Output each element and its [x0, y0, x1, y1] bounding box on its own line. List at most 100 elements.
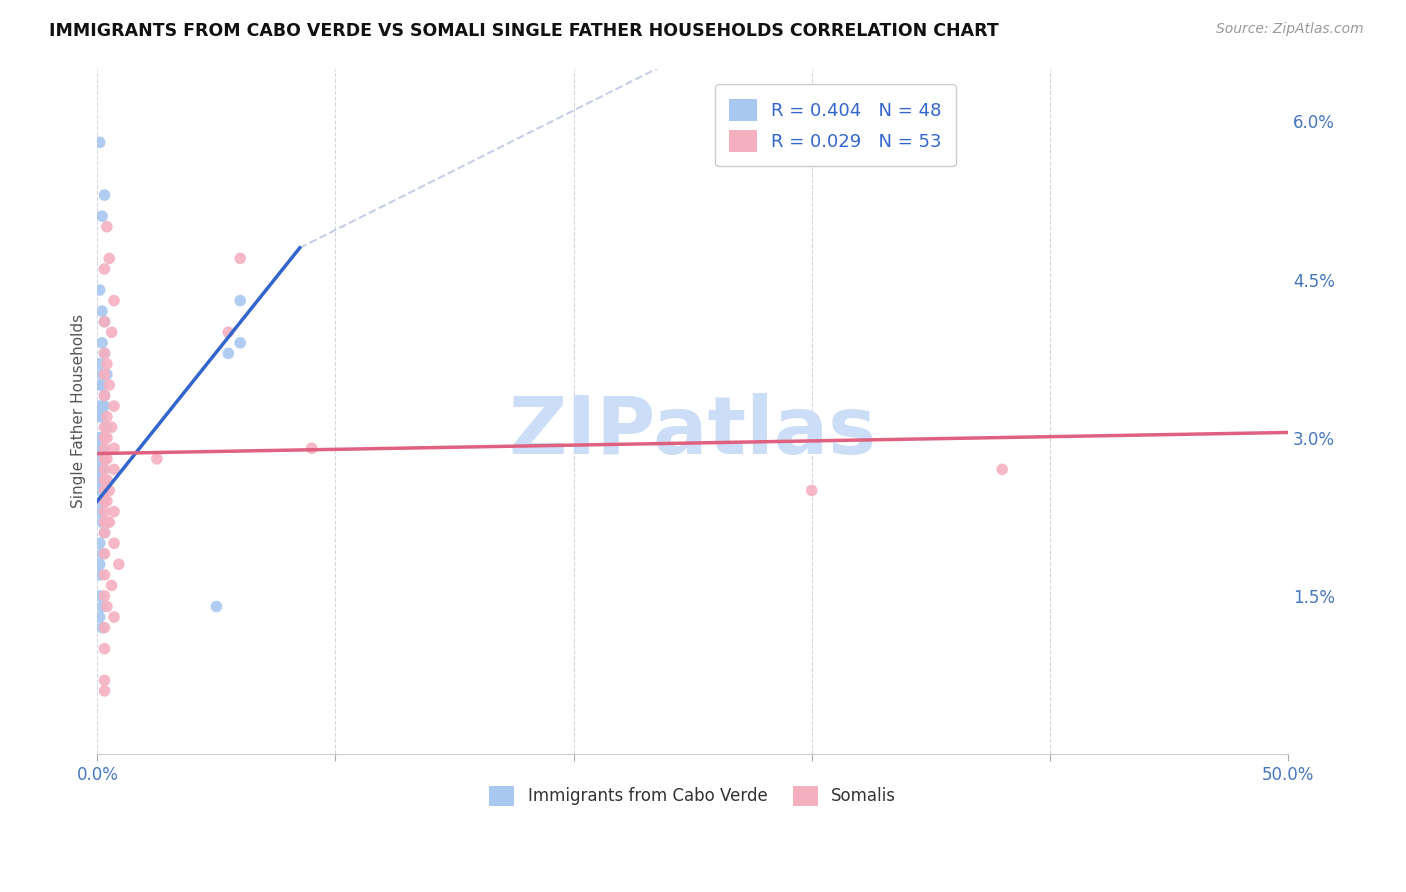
Point [89, 483, 111, 498]
Point [93, 420, 115, 434]
Point [93, 525, 115, 540]
Point [96, 599, 118, 614]
Point [103, 442, 125, 456]
Point [89, 473, 111, 487]
Point [100, 325, 122, 339]
Point [103, 399, 125, 413]
Point [89, 431, 111, 445]
Point [89, 505, 111, 519]
Point [93, 505, 115, 519]
Point [93, 621, 115, 635]
Text: Source: ZipAtlas.com: Source: ZipAtlas.com [1216, 22, 1364, 37]
Point [103, 505, 125, 519]
Point [89, 409, 111, 424]
Point [93, 684, 115, 698]
Point [96, 368, 118, 382]
Point [96, 357, 118, 371]
Point [89, 558, 111, 572]
Point [93, 473, 115, 487]
Point [89, 442, 111, 456]
Point [91, 209, 114, 223]
Point [100, 420, 122, 434]
Point [89, 567, 111, 582]
Point [217, 346, 239, 360]
Point [93, 525, 115, 540]
Point [103, 293, 125, 308]
Point [93, 262, 115, 277]
Point [91, 399, 114, 413]
Point [93, 641, 115, 656]
Point [93, 315, 115, 329]
Point [89, 136, 111, 150]
Point [93, 515, 115, 529]
Point [91, 473, 114, 487]
Point [146, 451, 169, 466]
Point [93, 451, 115, 466]
Point [93, 399, 115, 413]
Point [93, 462, 115, 476]
Point [89, 357, 111, 371]
Point [93, 673, 115, 688]
Point [93, 494, 115, 508]
Point [229, 335, 252, 350]
Point [89, 451, 111, 466]
Point [103, 610, 125, 624]
Point [91, 621, 114, 635]
Point [96, 420, 118, 434]
Point [98, 483, 121, 498]
Point [98, 515, 121, 529]
Point [91, 431, 114, 445]
Point [96, 494, 118, 508]
Point [91, 599, 114, 614]
Point [93, 388, 115, 402]
Point [91, 378, 114, 392]
Point [89, 399, 111, 413]
Text: ZIPatlas: ZIPatlas [509, 393, 877, 471]
Point [89, 610, 111, 624]
Point [96, 451, 118, 466]
Point [93, 368, 115, 382]
Point [93, 483, 115, 498]
Point [89, 462, 111, 476]
Point [93, 188, 115, 202]
Point [91, 335, 114, 350]
Point [93, 451, 115, 466]
Point [301, 442, 323, 456]
Point [96, 473, 118, 487]
Point [100, 578, 122, 592]
Point [800, 483, 823, 498]
Point [991, 462, 1014, 476]
Point [98, 252, 121, 266]
Y-axis label: Single Father Households: Single Father Households [72, 314, 86, 508]
Point [93, 567, 115, 582]
Point [93, 388, 115, 402]
Point [91, 515, 114, 529]
Legend: Immigrants from Cabo Verde, Somalis: Immigrants from Cabo Verde, Somalis [481, 778, 904, 814]
Point [98, 378, 121, 392]
Point [91, 409, 114, 424]
Point [93, 346, 115, 360]
Point [229, 293, 252, 308]
Point [229, 252, 252, 266]
Point [217, 325, 239, 339]
Point [93, 547, 115, 561]
Point [89, 378, 111, 392]
Point [89, 589, 111, 603]
Point [93, 589, 115, 603]
Point [91, 462, 114, 476]
Point [91, 547, 114, 561]
Point [89, 536, 111, 550]
Point [96, 515, 118, 529]
Point [91, 368, 114, 382]
Point [89, 283, 111, 297]
Point [96, 431, 118, 445]
Point [103, 462, 125, 476]
Point [103, 536, 125, 550]
Point [91, 304, 114, 318]
Point [91, 442, 114, 456]
Text: IMMIGRANTS FROM CABO VERDE VS SOMALI SINGLE FATHER HOUSEHOLDS CORRELATION CHART: IMMIGRANTS FROM CABO VERDE VS SOMALI SIN… [49, 22, 998, 40]
Point [93, 431, 115, 445]
Point [91, 494, 114, 508]
Point [205, 599, 228, 614]
Point [107, 558, 129, 572]
